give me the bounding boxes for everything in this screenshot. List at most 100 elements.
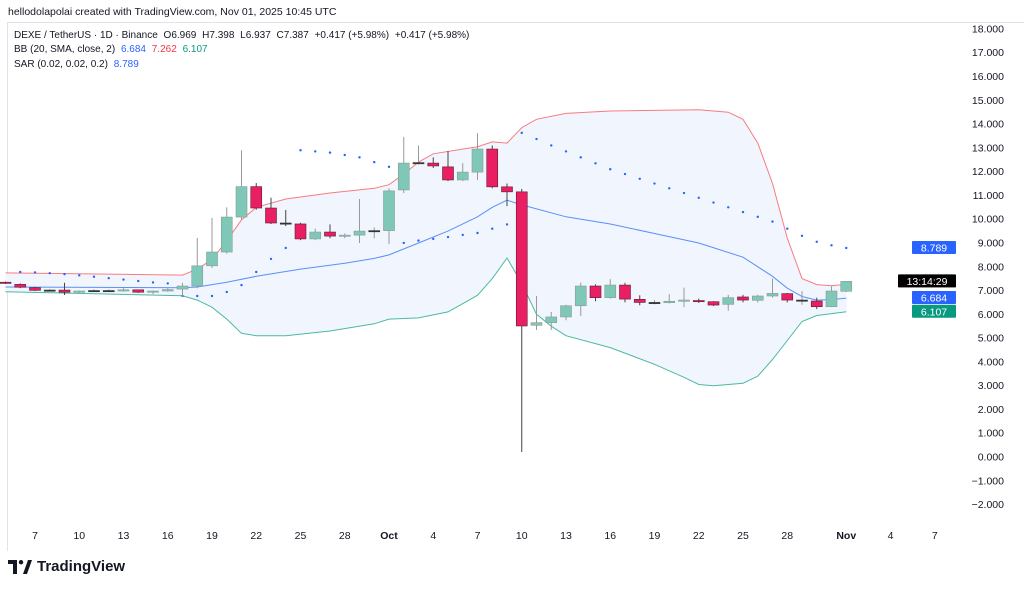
sar-dot <box>151 281 155 284</box>
candle <box>840 281 853 293</box>
x-tick-label: 16 <box>604 530 616 542</box>
candle <box>796 291 808 305</box>
y-tick-label: 2.000 <box>978 404 1004 416</box>
candle-body <box>574 285 587 307</box>
candle-body <box>810 300 823 308</box>
x-tick-label: 10 <box>73 530 85 542</box>
price-label-bg <box>912 291 956 305</box>
sar-dot <box>284 246 287 250</box>
sar-dot <box>328 151 332 154</box>
y-tick-label: 4.000 <box>978 356 1004 368</box>
sar-dot <box>491 227 494 230</box>
candle <box>825 286 838 308</box>
candle-body <box>560 305 572 318</box>
candle <box>751 294 764 303</box>
candle-body <box>766 293 779 297</box>
candle <box>265 197 277 224</box>
candle <box>560 304 572 321</box>
chart-legend: DEXE / TetherUS · 1D · Binance O6.969 H7… <box>14 29 472 72</box>
bb-label[interactable]: BB (20, SMA, close, 2) <box>14 44 116 56</box>
price-label: 8.789 <box>912 240 956 254</box>
sar-label[interactable]: SAR (0.02, 0.02, 0.2) <box>14 58 108 70</box>
x-tick-label: 4 <box>430 530 436 542</box>
candle-body <box>397 162 410 191</box>
sar-dot <box>78 274 81 277</box>
candle <box>117 288 130 292</box>
sar-dot <box>653 182 656 185</box>
sar-dot <box>564 150 568 153</box>
candle <box>471 133 484 180</box>
sar-dot <box>210 294 214 298</box>
candle <box>383 188 395 245</box>
bb-upper-value: 7.262 <box>151 44 177 56</box>
sar-dot <box>476 231 479 235</box>
x-tick-label: 7 <box>475 530 481 542</box>
sar-dot <box>269 257 273 261</box>
candle-body <box>88 290 100 293</box>
sar-dot <box>387 165 391 169</box>
x-tick-label: 10 <box>516 530 528 542</box>
close-value: C7.387 <box>276 30 309 41</box>
sar-dot <box>299 149 302 152</box>
candle-body <box>648 302 661 304</box>
symbol-label[interactable]: DEXE / TetherUS · 1D · Binance <box>14 30 158 41</box>
candle <box>707 301 720 306</box>
x-tick-label: 7 <box>932 530 938 542</box>
sar-dot <box>240 283 243 287</box>
candle-body <box>220 216 233 253</box>
sar-dot <box>830 244 833 247</box>
bb-mid-value: 6.684 <box>120 44 146 56</box>
y-tick-label: 17.000 <box>972 47 1004 59</box>
x-tick-label: 19 <box>206 530 218 542</box>
candle-body <box>707 301 720 306</box>
candle-body <box>279 222 292 225</box>
candle-body <box>427 162 440 167</box>
candle <box>43 289 56 292</box>
tradingview-logo[interactable]: TradingView <box>8 558 125 575</box>
sar-dot <box>122 278 125 281</box>
y-tick-label: 16.000 <box>972 71 1004 83</box>
bb-upper-line <box>5 109 847 287</box>
candle-body <box>678 299 690 302</box>
sar-dot <box>535 137 538 141</box>
sar-dot <box>505 223 509 226</box>
candle-body <box>442 166 454 181</box>
candle <box>442 150 454 182</box>
y-tick-label: 6.000 <box>978 309 1004 321</box>
candle-body <box>751 295 764 301</box>
y-tick-label: 11.000 <box>973 190 1004 202</box>
x-tick-label: 22 <box>693 530 705 542</box>
x-tick-label: 28 <box>339 530 351 542</box>
candle <box>88 289 100 293</box>
x-tick-label: 16 <box>162 530 174 542</box>
candle <box>132 289 145 293</box>
candle <box>206 218 218 268</box>
candle <box>324 224 336 239</box>
candle <box>338 233 351 239</box>
candle <box>604 279 617 299</box>
candle-body <box>29 287 41 291</box>
change-value-2: +0.417 (+5.98%) <box>394 30 470 41</box>
candle <box>574 282 587 316</box>
candle-body <box>471 148 484 173</box>
candle <box>14 283 27 289</box>
sar-dot <box>800 234 804 238</box>
candle <box>58 282 71 296</box>
candle-body <box>368 230 381 233</box>
candle <box>0 281 12 284</box>
candle <box>722 294 735 311</box>
candle-body <box>161 289 174 292</box>
candle <box>515 188 528 453</box>
price-label-text: 8.789 <box>921 242 947 254</box>
sar-dot <box>63 272 66 276</box>
sar-dot <box>137 279 140 283</box>
sar-dot <box>550 144 553 147</box>
high-value: H7.398 <box>202 30 235 41</box>
candle-body <box>840 281 853 292</box>
candle-body <box>589 285 602 298</box>
sar-dot <box>373 160 376 164</box>
candle <box>648 300 661 305</box>
candle <box>486 145 499 189</box>
y-tick-label: 1.000 <box>978 428 1004 440</box>
